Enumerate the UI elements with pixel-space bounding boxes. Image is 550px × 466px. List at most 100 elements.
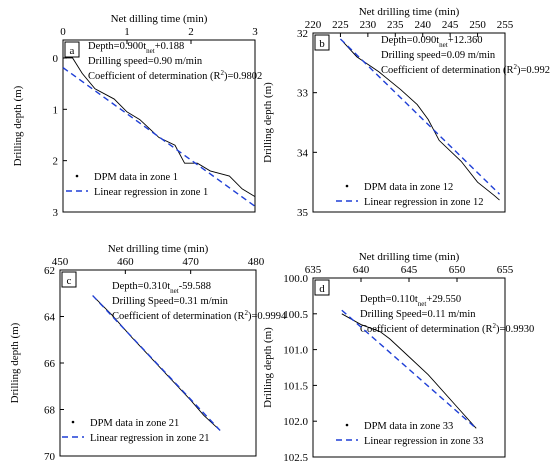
x-tick-label: 640: [353, 264, 370, 276]
data-line: [63, 57, 256, 197]
x-axis-label: Net drilling time (min): [359, 251, 460, 263]
panel-letter: c: [67, 275, 72, 287]
x-tick-label: 460: [117, 256, 134, 268]
plot-frame: [62, 39, 256, 213]
equation: Depth=0.090tnet+12.360: [381, 35, 482, 49]
y-tick-label: 102.0: [283, 416, 308, 428]
speed: Drilling speed=0.09 m/min: [381, 50, 496, 61]
data-line: [342, 41, 500, 201]
x-tick-label: 250: [469, 19, 486, 31]
y-tick-label: 64: [44, 312, 56, 324]
speed: Drilling speed=0.90 m/min: [88, 56, 203, 67]
y-tick-label: 70: [44, 451, 56, 463]
r2-text: )=0.9802: [224, 71, 262, 82]
y-tick-label: 101.0: [283, 345, 308, 357]
y-tick-label: 32: [297, 28, 308, 40]
equation-text: Depth=0.110t: [360, 294, 418, 305]
x-tick-label: 480: [248, 256, 265, 268]
x-tick-label: 645: [401, 264, 418, 276]
equation: Depth=0.900tnet+0.188: [88, 41, 184, 55]
x-tick-label: 470: [182, 256, 199, 268]
y-tick-label: 102.5: [283, 452, 308, 464]
x-axis-label: Net drilling time (min): [108, 243, 209, 255]
equation-text: Depth=0.900t: [88, 41, 146, 52]
y-tick-label: 1: [53, 104, 59, 116]
panel-box: [314, 34, 330, 51]
x-tick-label: 245: [442, 19, 459, 31]
x-tick-label: 220: [305, 19, 322, 31]
r2: Coefficient of determination (R2)=0.9930: [360, 322, 534, 335]
equation-text: Depth=0.310t: [112, 281, 170, 292]
panel-box: [61, 271, 77, 288]
legend-swatch: [71, 420, 75, 424]
x-tick-label: 255: [497, 19, 514, 31]
x-tick-label: 450: [52, 256, 69, 268]
speed: Drilling Speed=0.31 m/min: [112, 296, 229, 307]
equation: Depth=0.310tnet-59.588: [112, 281, 211, 295]
panel-letter: a: [70, 45, 75, 57]
equation-subscript: net: [146, 47, 155, 55]
x-tick-label: 0: [60, 26, 66, 38]
x-tick-label: 240: [414, 19, 431, 31]
regression-line: [92, 295, 221, 431]
legend-label: DPM data in zone 12: [364, 182, 453, 193]
y-tick-label: 100.5: [283, 309, 308, 321]
y-tick-label: 2: [53, 156, 59, 168]
equation-subscript: net: [439, 41, 448, 49]
r2-superscript: 2: [492, 322, 496, 330]
equation-text: +0.188: [155, 41, 185, 52]
y-tick-label: 100.0: [283, 273, 308, 285]
equation-text: Depth=0.090t: [381, 35, 439, 46]
r2: Coefficient of determination (R2)=0.9994: [112, 309, 287, 322]
legend-label: DPM data in zone 33: [364, 421, 453, 432]
x-axis-label: Net dilling time (min): [111, 13, 208, 25]
r2: Coefficient of determination (R2)=0.9922: [381, 63, 550, 76]
x-tick-label: 1: [124, 26, 130, 38]
y-axis-label: Drilling depth (m): [262, 327, 274, 408]
legend-swatch: [75, 174, 79, 178]
y-tick-label: 33: [297, 88, 309, 100]
x-axis-label: Net drilling time (min): [359, 6, 460, 18]
y-tick-label: 3: [53, 207, 59, 219]
legend-label: DPM data in zone 21: [90, 418, 179, 429]
panel-box: [64, 41, 80, 58]
equation-text: -59.588: [179, 281, 211, 292]
r2-text: )=0.9930: [496, 324, 534, 335]
r2-text: Coefficient of determination (R: [112, 311, 244, 322]
y-tick-label: 62: [44, 265, 55, 277]
x-tick-label: 230: [360, 19, 377, 31]
r2-text: )=0.9922: [517, 65, 550, 76]
r2-text: Coefficient of determination (R: [381, 65, 513, 76]
y-axis-label: Drilling depth (m): [262, 82, 274, 163]
x-tick-label: 655: [497, 264, 514, 276]
r2-superscript: 2: [220, 69, 224, 77]
y-tick-label: 35: [297, 207, 309, 219]
legend-label: Linear regression in zone 1: [94, 187, 208, 198]
x-tick-label: 635: [305, 264, 322, 276]
r2-text: )=0.9994: [248, 311, 287, 322]
y-tick-label: 0: [53, 53, 59, 65]
legend-label: Linear regression in zone 33: [364, 436, 484, 447]
x-tick-label: 225: [332, 19, 349, 31]
data-line: [341, 313, 477, 429]
legend-label: Linear regression in zone 12: [364, 197, 484, 208]
legend-label: DPM data in zone 1: [94, 172, 178, 183]
plot-frame: [312, 32, 506, 213]
legend-label: Linear regression in zone 21: [90, 433, 210, 444]
r2-superscript: 2: [244, 309, 248, 317]
y-axis-label: Drilling depth (m): [12, 85, 24, 166]
r2-text: Coefficient of determination (R: [360, 324, 492, 335]
panel-letter: b: [319, 38, 325, 50]
y-tick-label: 101.5: [283, 380, 308, 392]
r2-text: Coefficient of determination (R: [88, 71, 220, 82]
y-tick-label: 66: [44, 358, 56, 370]
x-tick-label: 3: [252, 26, 258, 38]
speed: Drilling Speed=0.11 m/min: [360, 309, 476, 320]
equation-text: +12.360: [448, 35, 483, 46]
y-tick-label: 34: [297, 147, 309, 159]
x-tick-label: 650: [449, 264, 466, 276]
r2-superscript: 2: [513, 63, 517, 71]
y-axis-label: Drilling depth (m): [9, 322, 21, 403]
regression-line: [339, 38, 501, 195]
